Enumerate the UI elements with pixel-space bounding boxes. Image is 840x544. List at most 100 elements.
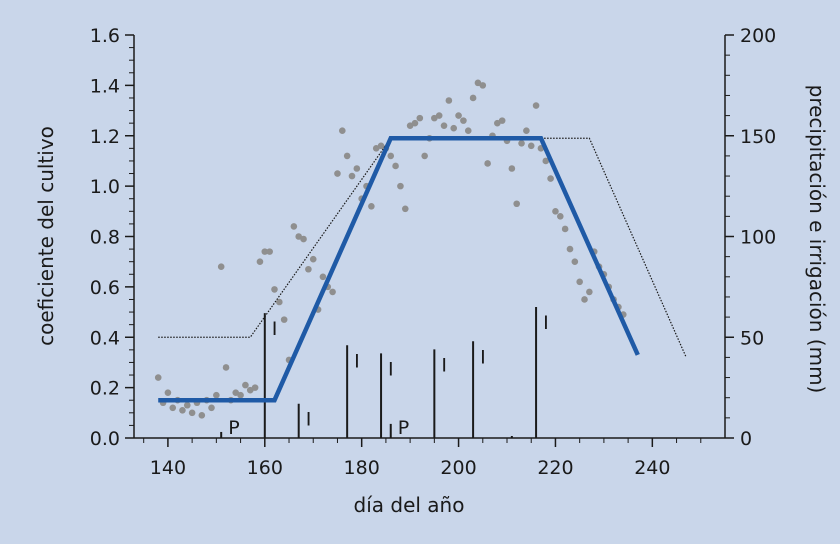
- observed-point: [309, 255, 317, 263]
- observed-point: [416, 114, 424, 122]
- observed-point: [411, 119, 419, 127]
- reference-kc-line: [158, 137, 687, 358]
- crop-coefficient-line: [158, 136, 640, 403]
- observed-point: [401, 205, 409, 213]
- x-axis-title: día del año: [354, 493, 465, 517]
- observed-point: [271, 286, 278, 293]
- irrigation-label: I: [441, 354, 447, 376]
- observed-point: [464, 127, 472, 135]
- irrigation-label: I: [272, 318, 278, 340]
- irrigation-label: I: [388, 358, 394, 380]
- y-left-tick-label: 0.6: [90, 277, 120, 299]
- observed-point: [586, 288, 593, 296]
- observed-point: [445, 97, 453, 104]
- observed-point: [261, 248, 269, 255]
- x-tick-label: 160: [247, 457, 283, 479]
- observed-point: [183, 401, 191, 409]
- x-tick-label: 240: [634, 457, 670, 479]
- observed-point: [431, 114, 438, 122]
- y-left-tick-label: 0.0: [90, 428, 120, 450]
- y-axis-right-title: precipitación e irrigación (mm): [805, 85, 829, 394]
- observed-point: [397, 182, 404, 190]
- observed-point: [198, 412, 206, 419]
- irrigation-label: I: [354, 350, 360, 372]
- observed-point: [513, 200, 520, 208]
- observed-point: [232, 389, 240, 396]
- observed-point: [290, 223, 298, 230]
- y-right-tick-label: 150: [740, 126, 776, 148]
- observed-point: [542, 157, 550, 165]
- observed-point: [440, 122, 448, 129]
- y-axis-left-title: coeficiente del cultivo: [34, 126, 58, 346]
- observed-point: [392, 162, 399, 170]
- x-tick-label: 140: [150, 457, 186, 479]
- observed-point: [479, 82, 487, 89]
- observed-point: [484, 160, 491, 167]
- irrigation-label: I: [543, 312, 549, 334]
- observed-point: [276, 298, 283, 306]
- observed-point: [547, 175, 554, 182]
- observed-point: [305, 265, 312, 273]
- observed-point: [222, 364, 230, 371]
- observed-point: [295, 233, 303, 240]
- y-left-tick-label: 0.2: [90, 378, 120, 400]
- y-left-tick-label: 1.2: [90, 126, 120, 148]
- observed-point: [353, 165, 361, 172]
- observed-point: [494, 119, 501, 127]
- observed-point: [217, 263, 225, 271]
- observed-point: [188, 409, 196, 417]
- observed-point: [164, 389, 172, 396]
- observed-point: [498, 117, 506, 124]
- irrigation-label: I: [306, 409, 312, 431]
- observed-point: [213, 391, 220, 399]
- observed-point: [387, 152, 395, 160]
- observed-point: [343, 152, 351, 160]
- observed-point: [571, 258, 579, 265]
- observed-point: [566, 245, 574, 253]
- observed-point: [368, 202, 375, 210]
- y-left-tick-label: 0.4: [90, 327, 120, 349]
- irrigation-label: I: [480, 346, 486, 368]
- y-right-tick-label: 200: [740, 25, 776, 47]
- x-tick-label: 220: [537, 457, 573, 479]
- observed-point: [319, 273, 327, 281]
- observed-point: [455, 112, 462, 119]
- observed-point: [556, 213, 564, 220]
- observed-point: [421, 152, 428, 160]
- axes: 0.0 0.2 0.4 0.6 0.8 1.0 1.2 1.4 1.6 0 50 100 150 200 1…: [90, 25, 776, 479]
- observed-point: [154, 374, 162, 381]
- observed-point: [246, 386, 254, 394]
- precipitation-label: P: [398, 417, 409, 439]
- observed-point: [527, 142, 535, 150]
- observed-point: [348, 172, 356, 180]
- observed-point: [334, 170, 341, 177]
- observed-point: [406, 122, 414, 129]
- observed-point: [450, 124, 458, 132]
- observed-point: [460, 117, 467, 124]
- observed-point: [552, 208, 559, 215]
- observed-point: [372, 145, 380, 152]
- observed-point: [339, 127, 346, 135]
- y-left-tick-label: 1.4: [90, 75, 120, 97]
- observed-point: [469, 94, 477, 102]
- observed-point: [561, 225, 569, 233]
- plot-area: P I I I I P I I I: [154, 79, 687, 439]
- x-tick-label: 200: [440, 457, 476, 479]
- y-right-tick-label: 0: [740, 428, 752, 450]
- observed-point: [242, 381, 249, 389]
- observed-point: [532, 102, 540, 109]
- observed-point: [576, 278, 583, 286]
- observed-point: [377, 142, 385, 150]
- observed-point: [256, 258, 264, 265]
- observed-point: [435, 112, 443, 119]
- y-left-tick-label: 1.0: [90, 176, 120, 198]
- observed-point: [169, 404, 177, 412]
- y-left-tick-label: 1.6: [90, 25, 120, 47]
- x-tick-label: 180: [344, 457, 380, 479]
- y-right-tick-label: 50: [740, 327, 764, 349]
- observed-point: [581, 296, 588, 303]
- observed-point: [280, 316, 288, 323]
- observed-point: [508, 165, 516, 172]
- observed-point: [329, 288, 336, 296]
